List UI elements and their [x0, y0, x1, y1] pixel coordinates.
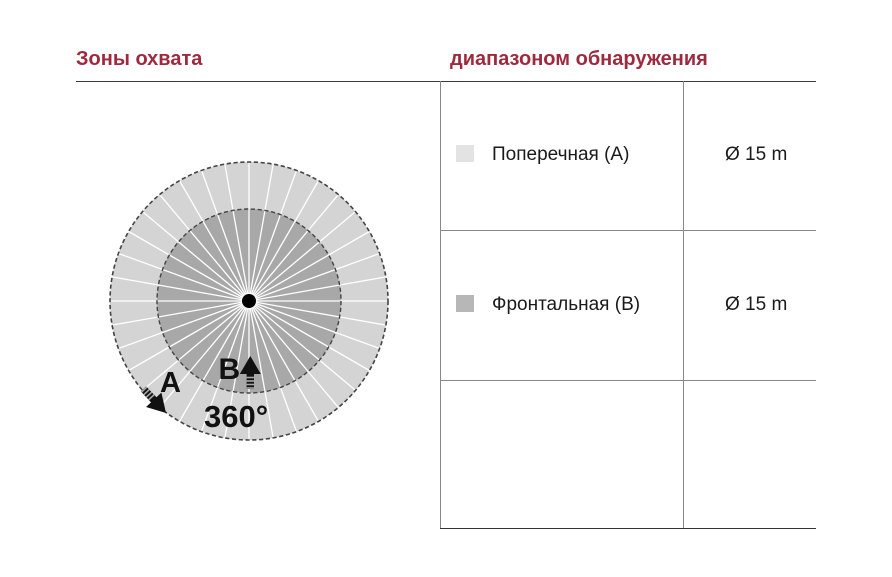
svg-text:360°: 360°	[204, 399, 268, 434]
svg-text:A: A	[160, 367, 181, 399]
svg-text:B: B	[219, 353, 241, 386]
